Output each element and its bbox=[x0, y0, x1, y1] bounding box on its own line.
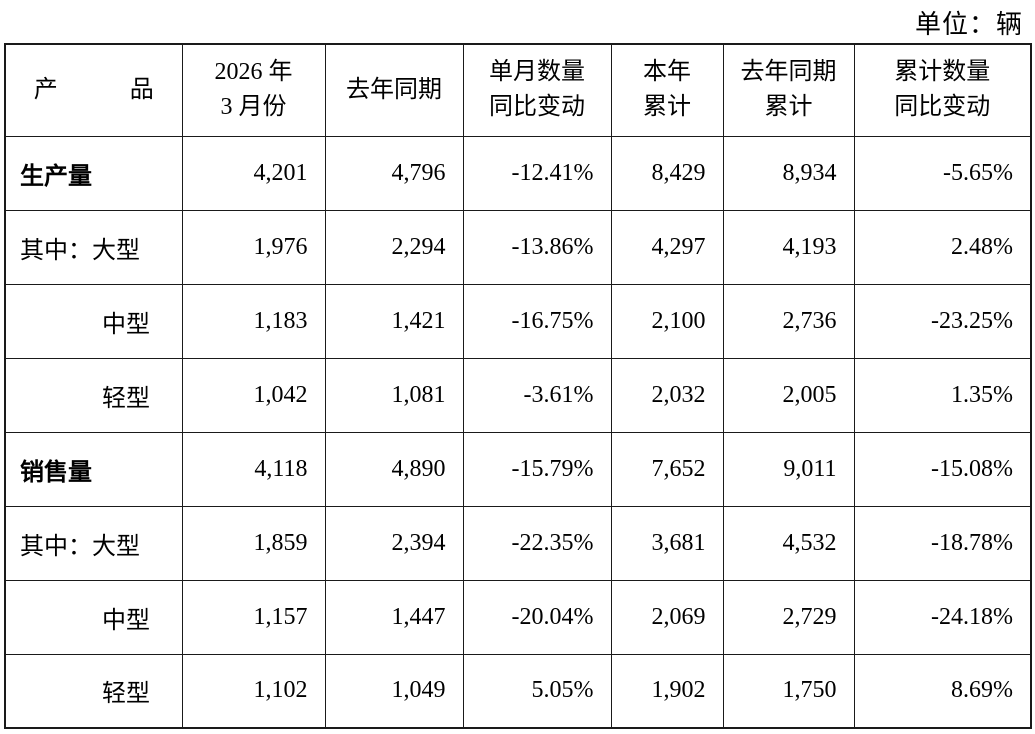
cell-value: -18.78% bbox=[853, 505, 1032, 581]
cell-value: 1,421 bbox=[324, 283, 464, 359]
cell-value: 1,157 bbox=[181, 579, 326, 655]
table-row: 轻型 1,042 1,081 -3.61% 2,032 2,005 1.35% bbox=[4, 357, 1032, 433]
cell-value: 4,796 bbox=[324, 135, 464, 211]
cell-value: 4,890 bbox=[324, 431, 464, 507]
unit-label: 单位：辆 bbox=[914, 10, 1023, 39]
cell-value: 1,902 bbox=[610, 653, 724, 729]
cell-value: 2,100 bbox=[610, 283, 724, 359]
column-header: 2026 年 3 月份 bbox=[181, 43, 326, 137]
cell-value: 2,032 bbox=[610, 357, 724, 433]
row-label: 销售量 bbox=[4, 431, 183, 507]
cell-value: -24.18% bbox=[853, 579, 1032, 655]
cell-value: 8,429 bbox=[610, 135, 724, 211]
column-header-line1: 2026 年 bbox=[214, 59, 293, 86]
row-label: 轻型 bbox=[4, 653, 183, 729]
cell-value: -5.65% bbox=[853, 135, 1032, 211]
cell-value: 8.69% bbox=[853, 653, 1032, 729]
cell-value: -22.35% bbox=[462, 505, 612, 581]
cell-value: -23.25% bbox=[853, 283, 1032, 359]
cell-value: -12.41% bbox=[462, 135, 612, 211]
cell-value: 2,069 bbox=[610, 579, 724, 655]
cell-value: 1,081 bbox=[324, 357, 464, 433]
table-body: 生产量 4,201 4,796 -12.41% 8,429 8,934 -5.65% 其中：大… bbox=[4, 135, 1032, 729]
column-header-line2: 累计 bbox=[764, 94, 813, 121]
table-row: 其中：大型 1,976 2,294 -13.86% 4,297 4,193 2.48% bbox=[4, 209, 1032, 285]
column-header-line1: 去年同期 bbox=[346, 76, 442, 103]
column-header-line2: 累计 bbox=[643, 94, 691, 121]
column-header-line1: 本年 bbox=[643, 59, 691, 86]
cell-value: 4,532 bbox=[722, 505, 855, 581]
cell-value: 5.05% bbox=[462, 653, 612, 729]
cell-value: 1,447 bbox=[324, 579, 464, 655]
cell-value: 1,102 bbox=[181, 653, 326, 729]
column-header-line1: 去年同期 bbox=[740, 59, 837, 86]
cell-value: 4,193 bbox=[722, 209, 855, 285]
cell-value: 8,934 bbox=[722, 135, 855, 211]
cell-value: 9,011 bbox=[722, 431, 855, 507]
column-header-line1: 累计数量 bbox=[894, 59, 991, 86]
column-header: 去年同期 bbox=[324, 43, 464, 137]
table-row: 中型 1,157 1,447 -20.04% 2,069 2,729 -24.18% bbox=[4, 579, 1032, 655]
row-label: 中型 bbox=[4, 579, 183, 655]
cell-value: -15.79% bbox=[462, 431, 612, 507]
cell-value: 1,049 bbox=[324, 653, 464, 729]
column-header: 单月数量 同比变动 bbox=[462, 43, 612, 137]
row-label: 轻型 bbox=[4, 357, 183, 433]
cell-value: 2,394 bbox=[324, 505, 464, 581]
cell-value: 1,976 bbox=[181, 209, 326, 285]
cell-value: 1,183 bbox=[181, 283, 326, 359]
table-row: 中型 1,183 1,421 -16.75% 2,100 2,736 -23.25% bbox=[4, 283, 1032, 359]
cell-value: 2,294 bbox=[324, 209, 464, 285]
cell-value: 2,736 bbox=[722, 283, 855, 359]
cell-value: 3,681 bbox=[610, 505, 724, 581]
column-header-line1: 单月数量 bbox=[489, 59, 585, 86]
cell-value: 2.48% bbox=[853, 209, 1032, 285]
table-row: 销售量 4,118 4,890 -15.79% 7,652 9,011 -15.08% bbox=[4, 431, 1032, 507]
cell-value: -15.08% bbox=[853, 431, 1032, 507]
cell-value: 1.35% bbox=[853, 357, 1032, 433]
row-label: 其中：大型 bbox=[4, 505, 183, 581]
cell-value: -16.75% bbox=[462, 283, 612, 359]
cell-value: -13.86% bbox=[462, 209, 612, 285]
cell-value: 2,729 bbox=[722, 579, 855, 655]
column-header-line2: 同比变动 bbox=[489, 94, 585, 121]
cell-value: 1,859 bbox=[181, 505, 326, 581]
table-row: 轻型 1,102 1,049 5.05% 1,902 1,750 8.69% bbox=[4, 653, 1032, 729]
column-header: 去年同期 累计 bbox=[722, 43, 855, 137]
cell-value: 4,118 bbox=[181, 431, 326, 507]
table-row: 其中：大型 1,859 2,394 -22.35% 3,681 4,532 -18.78% bbox=[4, 505, 1032, 581]
cell-value: 4,297 bbox=[610, 209, 724, 285]
table-row: 生产量 4,201 4,796 -12.41% 8,429 8,934 -5.65% bbox=[4, 135, 1032, 211]
row-label: 其中：大型 bbox=[4, 209, 183, 285]
column-header: 累计数量 同比变动 bbox=[853, 43, 1032, 137]
cell-value: 7,652 bbox=[610, 431, 724, 507]
cell-value: 2,005 bbox=[722, 357, 855, 433]
column-header: 产 品 bbox=[4, 43, 183, 137]
column-header-line2: 同比变动 bbox=[894, 94, 991, 121]
row-label: 生产量 bbox=[4, 135, 183, 211]
row-label: 中型 bbox=[4, 283, 183, 359]
column-header-line1: 产 品 bbox=[33, 76, 154, 103]
column-header-line2: 3 月份 bbox=[220, 94, 287, 121]
cell-value: 4,201 bbox=[181, 135, 326, 211]
cell-value: -20.04% bbox=[462, 579, 612, 655]
column-header: 本年 累计 bbox=[610, 43, 724, 137]
cell-value: -3.61% bbox=[462, 357, 612, 433]
cell-value: 1,042 bbox=[181, 357, 326, 433]
cell-value: 1,750 bbox=[722, 653, 855, 729]
